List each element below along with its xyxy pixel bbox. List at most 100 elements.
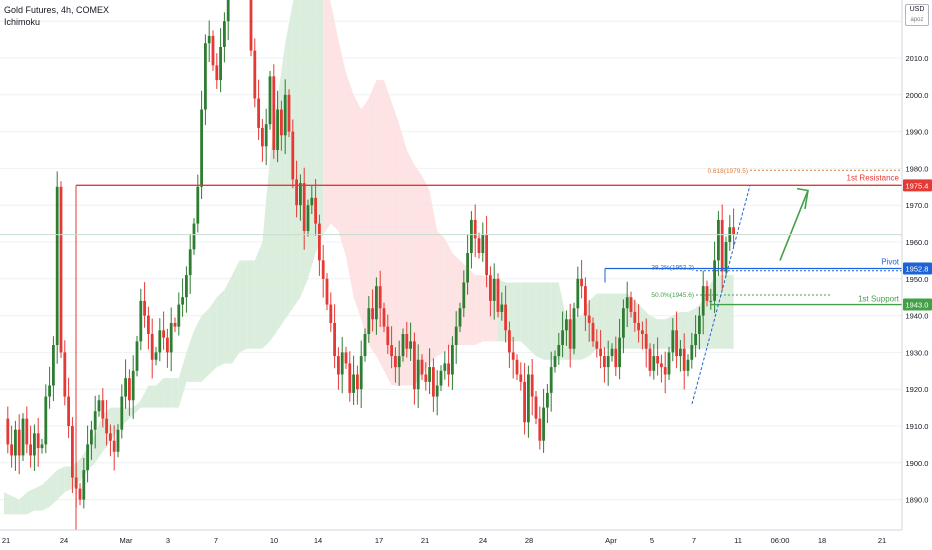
candle bbox=[409, 341, 412, 349]
candle bbox=[86, 444, 89, 471]
candle bbox=[325, 278, 329, 305]
cloud-segment bbox=[612, 293, 620, 349]
candle bbox=[192, 223, 196, 250]
currency-selector[interactable]: USD apoz bbox=[905, 4, 929, 26]
candle bbox=[105, 418, 108, 434]
y-tick-label: 1930.0 bbox=[906, 348, 929, 357]
candle bbox=[420, 359, 424, 375]
cloud-segment bbox=[308, 0, 316, 279]
candle bbox=[261, 127, 264, 147]
x-tick-label: 7 bbox=[692, 536, 696, 545]
cloud-segment bbox=[376, 80, 384, 371]
candle bbox=[458, 308, 462, 327]
candle bbox=[413, 341, 416, 390]
candle bbox=[52, 345, 55, 386]
candle bbox=[166, 337, 169, 353]
candle bbox=[667, 352, 671, 375]
indicator-name[interactable]: Ichimoku bbox=[4, 17, 41, 27]
cloud-segment bbox=[338, 39, 346, 257]
candle bbox=[344, 352, 348, 364]
x-tick-label: 21 bbox=[421, 536, 429, 545]
cloud-segment bbox=[406, 150, 415, 386]
cloud-segment bbox=[467, 267, 476, 346]
candle bbox=[686, 359, 690, 371]
candle bbox=[93, 411, 97, 430]
cloud-segment bbox=[528, 282, 536, 357]
cloud-segment bbox=[574, 315, 582, 360]
candle bbox=[394, 356, 397, 368]
candle bbox=[359, 356, 363, 390]
candle bbox=[63, 352, 67, 397]
candle bbox=[109, 433, 112, 441]
candle bbox=[595, 341, 599, 349]
cloud-segment bbox=[368, 80, 377, 357]
candle bbox=[124, 378, 127, 397]
candle bbox=[291, 131, 295, 180]
y-tick-label: 1980.0 bbox=[906, 164, 929, 173]
candle bbox=[648, 348, 652, 371]
candle bbox=[299, 183, 302, 206]
pivot-label: Pivot bbox=[881, 257, 900, 266]
y-tick-label: 1940.0 bbox=[906, 312, 929, 321]
cloud-segment bbox=[452, 253, 460, 346]
cloud-segment bbox=[657, 319, 666, 349]
candle bbox=[33, 433, 36, 456]
cloud-segment bbox=[353, 94, 362, 320]
forecast-arrow-head bbox=[796, 187, 809, 210]
candle bbox=[382, 308, 386, 327]
candle bbox=[200, 109, 203, 187]
candle bbox=[435, 385, 439, 397]
fib-50-label: 50.0%(1945.6) bbox=[651, 292, 694, 299]
cloud-segment bbox=[247, 260, 255, 349]
candle bbox=[618, 337, 621, 368]
x-tick-label: 18 bbox=[818, 536, 826, 545]
candle bbox=[561, 330, 564, 346]
y-tick-label: 1920.0 bbox=[906, 385, 929, 394]
cloud-segment bbox=[277, 43, 286, 331]
cloud-segment bbox=[444, 238, 453, 353]
cloud-segment bbox=[475, 275, 483, 346]
cloud-segment bbox=[437, 230, 445, 357]
candle bbox=[55, 186, 59, 346]
candle bbox=[128, 378, 131, 401]
candle bbox=[249, 0, 253, 51]
candle bbox=[439, 370, 443, 386]
support-label: 1st Support bbox=[858, 295, 900, 304]
y-tick-label: 1960.0 bbox=[906, 238, 929, 247]
candle bbox=[48, 385, 51, 397]
y-tick-label: 2000.0 bbox=[906, 91, 929, 100]
cloud-segment bbox=[64, 466, 73, 493]
candle bbox=[405, 334, 409, 349]
currency-code: USD bbox=[909, 6, 925, 13]
candle bbox=[553, 356, 557, 368]
symbol-title[interactable]: Gold Futures, 4h, COMEX bbox=[4, 5, 110, 15]
candle bbox=[44, 396, 48, 445]
candle bbox=[314, 197, 317, 224]
candle bbox=[306, 205, 310, 231]
candle bbox=[25, 418, 29, 445]
cloud-segment bbox=[57, 466, 65, 500]
candle bbox=[17, 429, 21, 456]
fib-382-label: 38.2%(1952.2) bbox=[651, 265, 694, 272]
resistance-price-tag bbox=[903, 179, 932, 192]
support-price-tag-text: 1943.0 bbox=[906, 301, 929, 310]
cloud-segment bbox=[49, 470, 58, 507]
forecast-arrow[interactable] bbox=[779, 190, 809, 261]
candle bbox=[447, 363, 450, 375]
candle bbox=[546, 392, 549, 408]
cloud-segment bbox=[665, 315, 673, 349]
support-price-tag bbox=[903, 298, 932, 311]
candle bbox=[226, 0, 230, 22]
candle bbox=[587, 315, 591, 323]
cloud-segment bbox=[209, 297, 217, 375]
candle bbox=[530, 374, 534, 397]
candle bbox=[90, 429, 93, 445]
cloud-segment bbox=[254, 242, 263, 349]
candle bbox=[131, 370, 135, 401]
cloud-segment bbox=[163, 378, 172, 408]
candle bbox=[527, 374, 530, 423]
candle bbox=[14, 429, 17, 456]
x-tick-label: 3 bbox=[166, 536, 170, 545]
x-tick-label: 21 bbox=[2, 536, 10, 545]
